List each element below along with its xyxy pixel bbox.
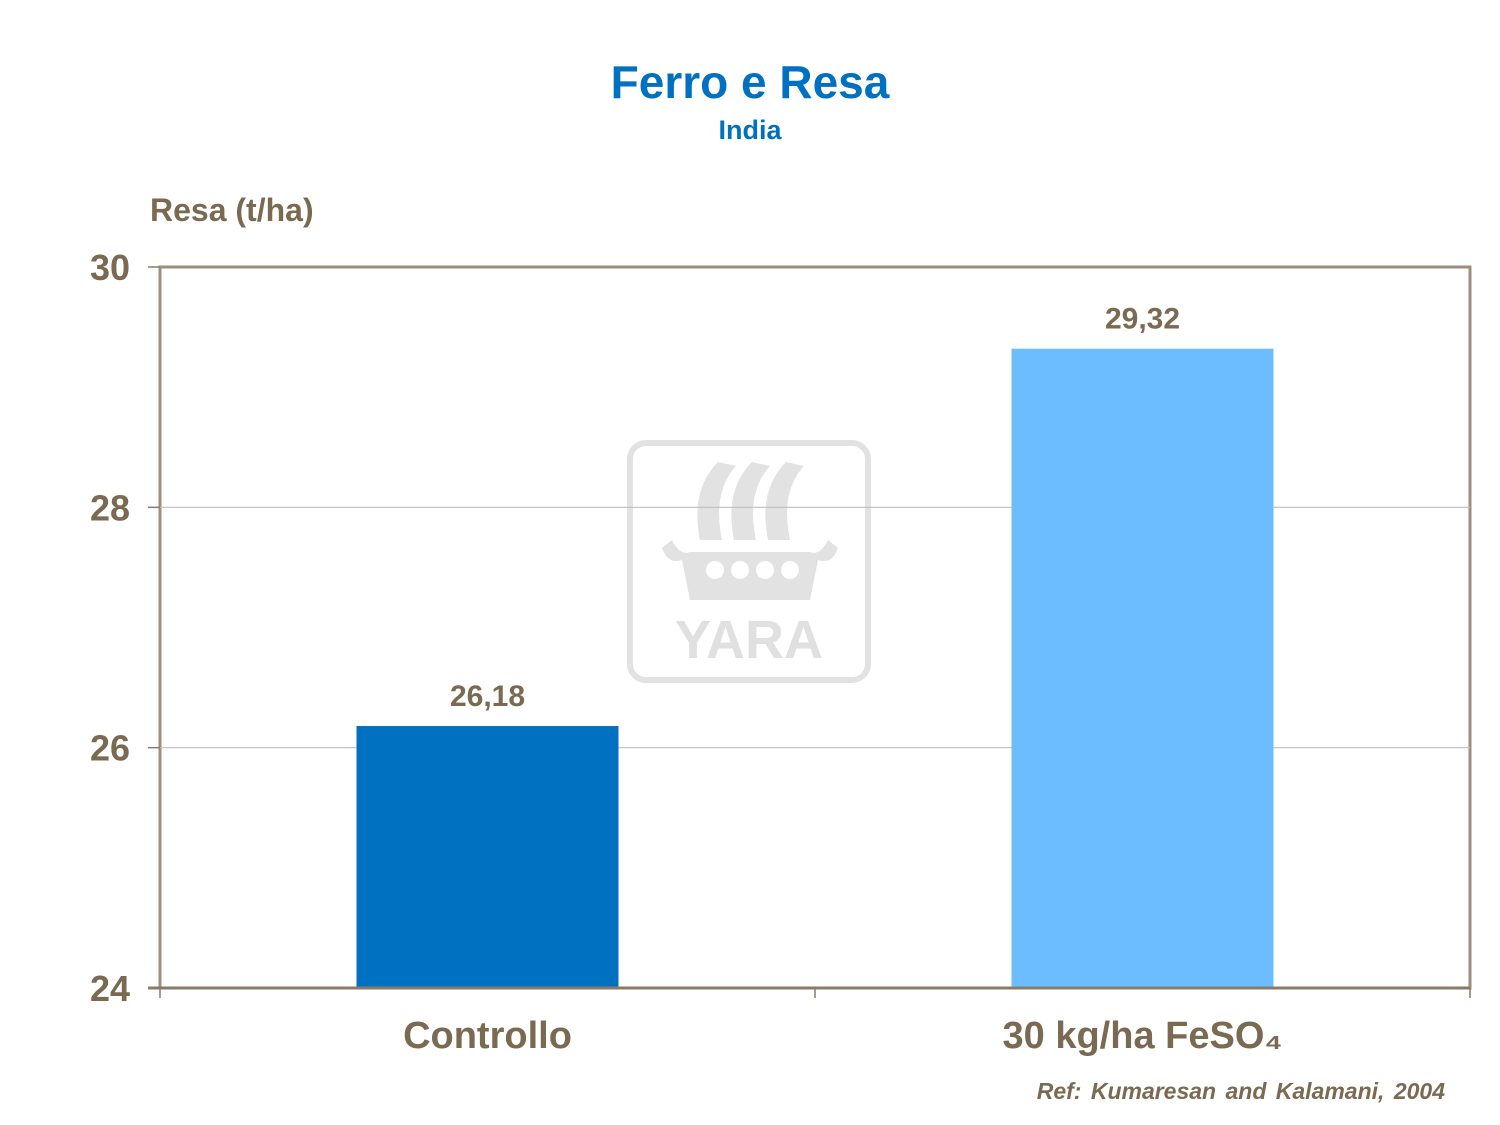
data-label: 29,32 xyxy=(1105,303,1180,336)
bar xyxy=(1011,348,1274,988)
axes: 24 26 28 30 Controllo 30 kg/ha FeSO₄ xyxy=(90,247,1471,1057)
watermark-shield-2 xyxy=(731,561,749,579)
chart-title: Ferro e Resa xyxy=(610,56,890,108)
watermark-sail-3 xyxy=(765,462,804,540)
data-label: 26,18 xyxy=(450,680,525,713)
watermark-sail-1 xyxy=(697,462,736,540)
y-tick-label: 26 xyxy=(90,728,130,769)
watermark-frame xyxy=(627,440,871,683)
watermark-shield-3 xyxy=(756,561,774,579)
x-category-label: 30 kg/ha FeSO₄ xyxy=(1003,1015,1283,1057)
watermark-shield-1 xyxy=(706,561,724,579)
y-tick-label: 24 xyxy=(90,968,130,1009)
reference-note: Ref: Kumaresan and Kalamani, 2004 xyxy=(1036,1078,1445,1104)
y-tick-label: 30 xyxy=(90,247,130,288)
bar xyxy=(356,726,619,988)
x-category-label: Controllo xyxy=(403,1015,572,1057)
watermark-text: YARA xyxy=(675,610,823,670)
watermark-sail-2 xyxy=(731,462,770,540)
y-axis-label: Resa (t/ha) xyxy=(150,192,314,228)
watermark-ship-hull xyxy=(662,540,838,600)
y-tick-label: 28 xyxy=(90,487,130,528)
yara-logo-watermark: YARA xyxy=(627,440,871,683)
chart-subtitle: India xyxy=(718,115,782,145)
bars: 26,18 29,32 xyxy=(356,303,1274,988)
watermark-shield-4 xyxy=(781,561,799,579)
